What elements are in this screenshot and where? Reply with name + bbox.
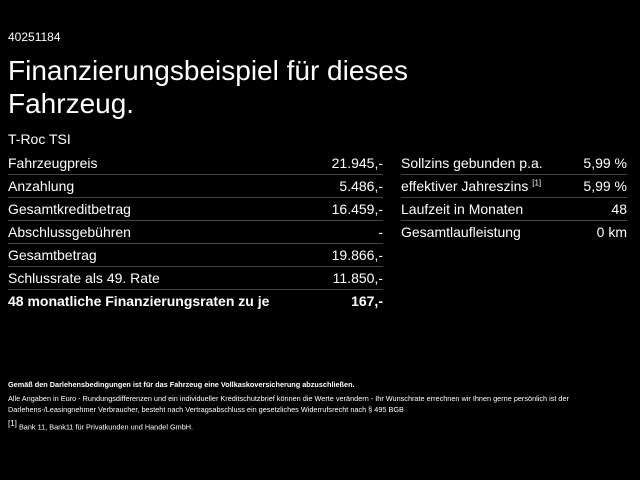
row-label-text: Laufzeit in Monaten <box>401 201 524 217</box>
table-row: Fahrzeugpreis 21.945,- <box>8 152 383 174</box>
row-label-text: effektiver Jahreszins <box>401 178 529 194</box>
row-label-text: Gesamtbetrag <box>8 247 97 263</box>
row-label: Laufzeit in Monaten <box>401 201 523 217</box>
row-label: Fahrzeugpreis <box>8 155 98 171</box>
row-label: Schlussrate als 49. Rate <box>8 270 160 286</box>
table-row: Gesamtkreditbetrag 16.459,- <box>8 197 383 220</box>
table-row: Sollzins gebunden p.a. 5,99 % <box>401 152 627 174</box>
footnote-ref: [1] <box>532 178 542 188</box>
row-value: 48 <box>611 201 627 217</box>
row-label-text: Schlussrate als 49. Rate <box>8 270 160 286</box>
row-value: 16.459,- <box>331 201 383 217</box>
right-table: Sollzins gebunden p.a. 5,99 % effektiver J… <box>401 152 627 243</box>
notes: Gemäß den Darlehensbedingungen ist für d… <box>8 379 608 435</box>
insurance-note: Gemäß den Darlehensbedingungen ist für d… <box>8 380 355 389</box>
table-row: Anzahlung 5.486,- <box>8 174 383 197</box>
row-value: 11.850,- <box>332 270 383 286</box>
footnote: Bank 11, Bank11 für Privatkunden und Han… <box>18 422 194 432</box>
row-label-text: Gesamtlaufleistung <box>401 224 521 240</box>
row-label-text: 48 monatliche Finanzierungsraten zu je <box>8 293 270 309</box>
table-row: effektiver Jahreszins [1] 5,99 % <box>401 174 627 197</box>
row-value: 5,99 % <box>583 178 627 194</box>
table-row: Abschlussgebühren - <box>8 220 383 243</box>
title: Finanzierungsbeispiel für dieses Fahrzeu… <box>8 55 408 119</box>
row-label: Sollzins gebunden p.a. <box>401 155 543 171</box>
disclaimer: Alle Angaben in Euro - Rundungsdifferenz… <box>8 394 569 414</box>
footnote-mark: [1] <box>8 419 17 428</box>
row-value: 21.945,- <box>331 155 383 171</box>
row-label: 48 monatliche Finanzierungsraten zu je <box>8 293 269 309</box>
table-row: Gesamtlaufleistung 0 km <box>401 220 627 243</box>
table-row: Schlussrate als 49. Rate 11.850,- <box>8 266 383 289</box>
row-label-text: Gesamtkreditbetrag <box>8 201 131 217</box>
model: T-Roc TSI <box>8 131 71 147</box>
row-label-text: Fahrzeugpreis <box>8 155 98 171</box>
row-label: Gesamtkreditbetrag <box>8 201 131 217</box>
footnote-line: [1] Bank 11, Bank11 für Privatkunden und… <box>8 418 608 432</box>
row-label-text: Anzahlung <box>8 178 75 194</box>
row-value: 19.866,- <box>331 247 383 263</box>
table-row: Laufzeit in Monaten 48 <box>401 197 627 220</box>
row-label: Abschlussgebühren <box>8 224 131 240</box>
row-label: Anzahlung <box>8 178 74 194</box>
row-value: 5.486,- <box>339 178 383 194</box>
row-label-text: Sollzins gebunden p.a. <box>401 155 543 171</box>
row-value: 0 km <box>596 224 627 240</box>
vehicle-id: 40251184 <box>8 30 61 44</box>
row-label: effektiver Jahreszins [1] <box>401 178 541 194</box>
left-table: Fahrzeugpreis 21.945,- Anzahlung 5.486,- Ges… <box>8 152 383 312</box>
row-label: Gesamtbetrag <box>8 247 97 263</box>
row-label: Gesamtlaufleistung <box>401 224 521 240</box>
table-row: 48 monatliche Finanzierungsraten zu je 16… <box>8 289 383 312</box>
row-value: 167,- <box>351 293 383 309</box>
row-label-text: Abschlussgebühren <box>8 224 131 240</box>
table-row: Gesamtbetrag 19.866,- <box>8 243 383 266</box>
row-value: - <box>378 224 383 240</box>
row-value: 5,99 % <box>583 155 627 171</box>
